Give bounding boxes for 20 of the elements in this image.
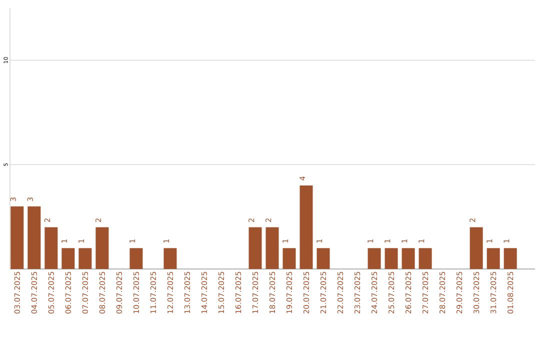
bar xyxy=(248,227,262,269)
bar xyxy=(266,227,279,269)
bar xyxy=(316,248,330,269)
bar xyxy=(28,206,41,269)
bar xyxy=(10,206,24,269)
bar xyxy=(164,248,177,269)
bar xyxy=(130,248,143,269)
bar xyxy=(384,248,398,269)
bar xyxy=(486,248,500,269)
bar xyxy=(402,248,415,269)
bar xyxy=(418,248,432,269)
bar xyxy=(78,248,92,269)
bar xyxy=(96,227,109,269)
bar xyxy=(368,248,381,269)
bar xyxy=(44,227,58,269)
bar xyxy=(62,248,75,269)
bar xyxy=(300,185,313,269)
bar xyxy=(282,248,296,269)
bar xyxy=(504,248,517,269)
bar xyxy=(470,227,483,269)
